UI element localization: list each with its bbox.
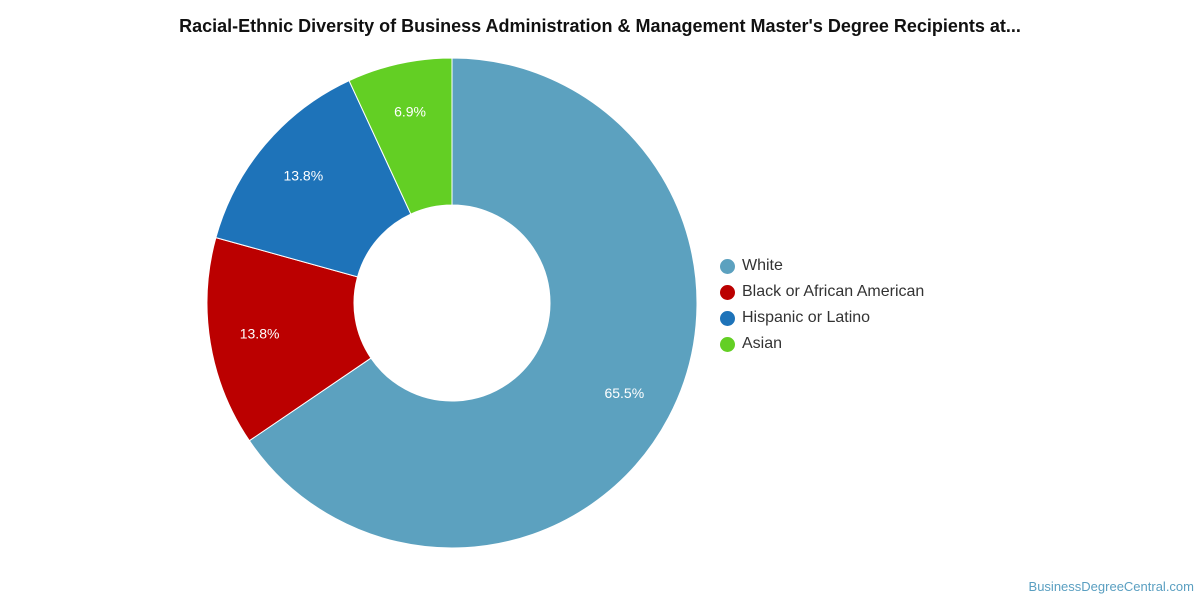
slice-white[interactable] (248, 57, 698, 549)
slice-label: 6.9% (394, 103, 426, 119)
slice-label: 13.8% (240, 325, 280, 341)
legend-item-white[interactable]: White (720, 253, 924, 279)
legend-item-black-or-african-american[interactable]: Black or African American (720, 279, 924, 305)
legend-swatch (720, 284, 735, 300)
slice-asian[interactable] (348, 57, 453, 215)
watermark[interactable]: BusinessDegreeCentral.com (1028, 579, 1194, 594)
legend-item-hispanic-or-latino[interactable]: Hispanic or Latino (720, 305, 924, 331)
legend-label: Hispanic or Latino (742, 309, 871, 326)
slices (206, 57, 698, 549)
legend-swatch (720, 258, 735, 274)
legend-item-asian[interactable]: Asian (720, 331, 924, 357)
legend-label: Asian (742, 335, 783, 352)
slice-hispanic-or-latino[interactable] (215, 80, 412, 278)
chart-title: Racial-Ethnic Diversity of Business Admi… (179, 16, 1021, 36)
legend-swatch (720, 336, 735, 352)
legend-swatch (720, 310, 735, 326)
legend-label: Black or African American (742, 283, 925, 300)
legend-label: White (742, 257, 783, 274)
slice-black-or-african-american[interactable] (206, 236, 372, 442)
slice-label: 65.5% (604, 385, 644, 401)
slice-label: 13.8% (283, 168, 323, 184)
slice-labels: 65.5% 13.8% 13.8% 6.9% (240, 103, 644, 401)
legend: White Black or African American Hispanic… (720, 253, 924, 357)
